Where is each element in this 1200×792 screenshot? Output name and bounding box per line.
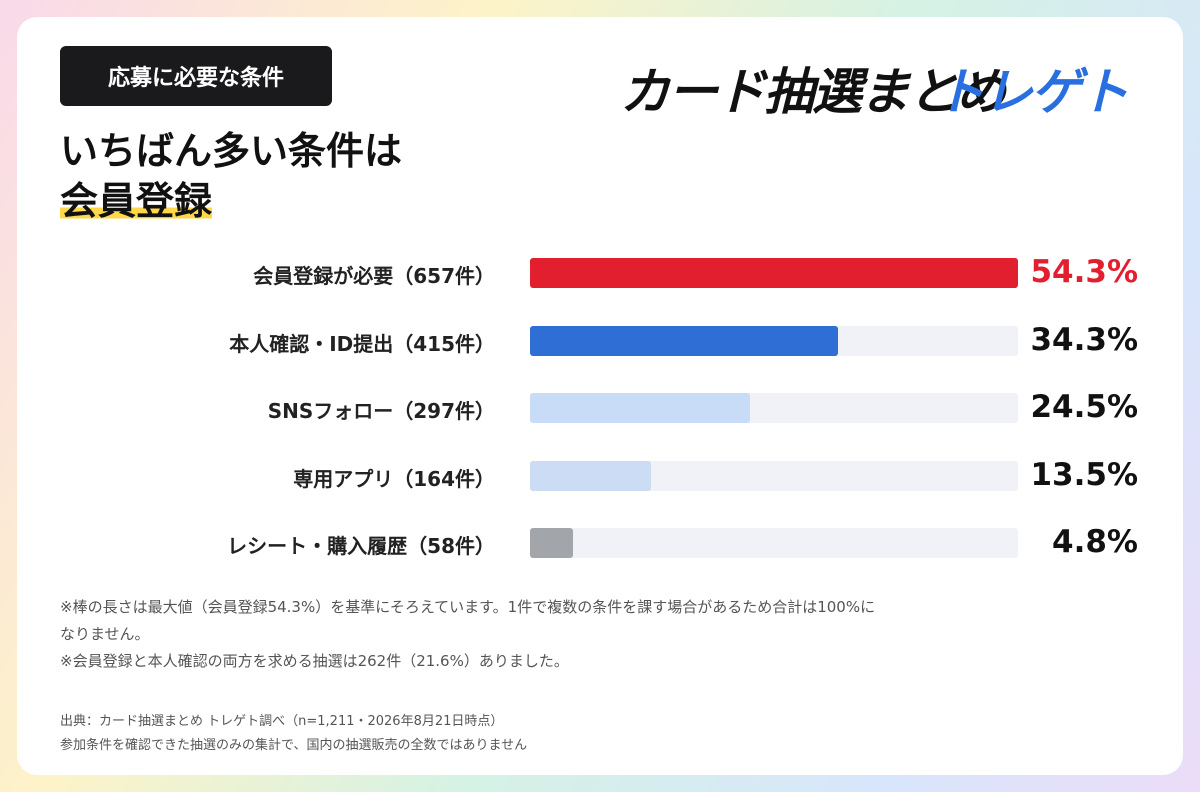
category-label: レシート・購入履歴（58件） bbox=[227, 534, 495, 558]
category-label: SNSフォロー（297件） bbox=[267, 399, 495, 423]
brand-name: カード抽選まとめ bbox=[620, 63, 1006, 121]
tag: 応募に必要な条件 bbox=[60, 46, 332, 106]
note: ※棒の長さは最大値（会員登録54.3%）を基準にそろえています。1件で複数の条件… bbox=[60, 598, 876, 643]
bar bbox=[530, 258, 1018, 288]
category-label: 専用アプリ（164件） bbox=[293, 466, 495, 491]
bar bbox=[530, 528, 574, 558]
bar-track bbox=[530, 528, 1018, 558]
value-label: 4.8% bbox=[1052, 524, 1138, 560]
value-label: 13.5% bbox=[1030, 456, 1138, 493]
title-highlight: 会員登録 bbox=[60, 179, 213, 223]
title-line: 会員登録 bbox=[60, 170, 213, 225]
category-label: 本人確認・ID提出（415件） bbox=[229, 331, 495, 356]
title-line: いちばん多い条件は bbox=[60, 129, 403, 173]
bar bbox=[530, 325, 839, 356]
source: 参加条件を確認できた抽選のみの集計で、国内の抽選販売の全数ではありません bbox=[60, 738, 528, 753]
note: ※会員登録と本人確認の両方を求める抽選は262件（21.6%）ありました。 bbox=[60, 652, 569, 670]
category-label: 会員登録が必要（657件） bbox=[253, 264, 495, 288]
value-label: 34.3% bbox=[1030, 321, 1138, 358]
value-label: 54.3% bbox=[1030, 254, 1138, 290]
bar bbox=[530, 393, 751, 423]
bar bbox=[530, 460, 652, 491]
brand-logo: トレゲト bbox=[935, 63, 1129, 121]
value-label: 24.5% bbox=[1030, 389, 1138, 425]
source: 出典：カード抽選まとめ トレゲト調べ（n=1,211・2026年8月21日時点） bbox=[60, 714, 504, 729]
